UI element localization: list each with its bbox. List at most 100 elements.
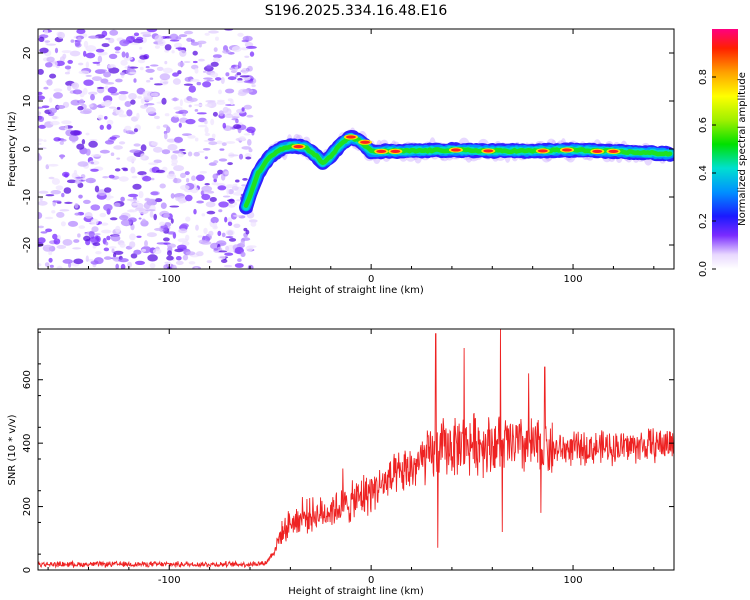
noise-blob <box>83 40 89 48</box>
noise-blob <box>210 61 219 67</box>
noise-blob <box>121 51 126 58</box>
noise-blob <box>225 104 236 106</box>
noise-blob <box>181 241 190 247</box>
noise-blob <box>119 242 126 248</box>
noise-blob <box>103 204 113 211</box>
noise-blob <box>250 221 257 227</box>
noise-blob <box>83 87 88 95</box>
noise-blob <box>136 112 140 120</box>
noise-blob <box>156 169 165 173</box>
noise-blob <box>195 224 199 231</box>
ridge-peak-core <box>360 140 371 144</box>
noise-blob <box>187 135 196 139</box>
noise-blob <box>194 137 199 142</box>
noise-blob <box>216 140 223 145</box>
noise-blob <box>146 79 151 83</box>
noise-blob <box>197 235 203 238</box>
noise-blob <box>242 89 254 93</box>
noise-blob <box>237 258 242 262</box>
spectrogram-ylabel: Frequency (Hz) <box>7 111 18 187</box>
snr-content <box>38 329 674 569</box>
noise-blob <box>40 231 48 234</box>
ridge-peak-core <box>376 149 387 153</box>
noise-blob <box>156 125 161 130</box>
noise-blob <box>186 178 190 183</box>
noise-blob <box>173 115 179 118</box>
noise-blob <box>221 259 228 263</box>
noise-blob <box>106 235 111 241</box>
noise-blob <box>164 132 168 140</box>
y-tick-label: -20 <box>22 237 33 253</box>
noise-blob <box>53 238 61 245</box>
noise-blob <box>142 90 153 98</box>
noise-blob <box>241 67 249 74</box>
noise-blob <box>107 64 114 69</box>
noise-blob <box>162 67 173 74</box>
noise-blob <box>163 213 170 218</box>
noise-blob <box>88 140 98 148</box>
noise-blob <box>130 253 138 259</box>
noise-blob <box>67 220 79 227</box>
noise-blob <box>197 150 205 153</box>
noise-blob <box>245 245 254 252</box>
noise-blob <box>144 240 148 248</box>
noise-blob <box>149 263 156 269</box>
noise-blob <box>81 139 86 145</box>
noise-blob <box>68 134 79 142</box>
noise-blob <box>61 192 65 198</box>
noise-blob <box>50 190 62 195</box>
noise-blob <box>207 137 216 141</box>
noise-blob <box>182 254 189 261</box>
noise-blob <box>231 185 239 191</box>
noise-blob <box>41 105 50 109</box>
noise-blob <box>171 264 177 269</box>
noise-blob <box>118 114 128 118</box>
noise-blob <box>73 239 80 243</box>
noise-blob <box>179 49 187 57</box>
noise-blob <box>233 201 238 206</box>
noise-blob <box>145 106 156 114</box>
noise-blob <box>225 184 234 189</box>
noise-blob <box>225 245 230 252</box>
snr-ticks: -100 0 100 0 200 400 600 <box>22 329 674 586</box>
noise-blob <box>140 144 147 152</box>
noise-blob <box>57 31 65 39</box>
noise-blob <box>232 183 238 187</box>
noise-blob <box>115 225 121 233</box>
ridge-peak-core <box>592 149 603 153</box>
noise-blob <box>97 51 108 56</box>
noise-blob <box>154 198 163 203</box>
noise-blob <box>174 42 183 49</box>
noise-blob <box>223 264 233 268</box>
noise-blob <box>236 72 242 76</box>
noise-blob <box>241 146 252 150</box>
noise-blob <box>106 192 111 198</box>
noise-blob <box>105 85 109 90</box>
spectrogram-xlabel: Height of straight line (km) <box>288 285 424 296</box>
noise-blob <box>38 142 42 146</box>
noise-blob <box>132 183 142 190</box>
noise-blob <box>233 124 242 129</box>
ridge-peak-core <box>561 148 572 152</box>
noise-blob <box>74 203 79 209</box>
noise-blob <box>56 245 67 249</box>
noise-blob <box>83 50 87 57</box>
noise-blob <box>192 60 198 64</box>
noise-blob <box>99 149 110 154</box>
noise-blob <box>196 251 204 257</box>
noise-blob <box>239 75 250 78</box>
noise-blob <box>193 208 197 215</box>
noise-blob <box>210 216 219 224</box>
x-tick-label: -100 <box>158 274 181 285</box>
noise-blob <box>170 218 174 224</box>
noise-blob <box>77 233 81 238</box>
noise-blob <box>227 76 237 81</box>
noise-blob <box>217 185 227 191</box>
noise-blob <box>150 64 159 67</box>
noise-blob <box>133 249 142 255</box>
noise-blob <box>56 105 66 109</box>
noise-blob <box>111 248 115 254</box>
noise-blob <box>122 168 129 172</box>
colorbar: 0.0 0.2 0.4 0.6 0.8 Normalized spectral ampl… <box>698 29 748 277</box>
